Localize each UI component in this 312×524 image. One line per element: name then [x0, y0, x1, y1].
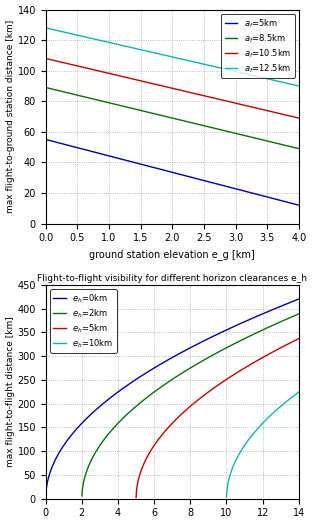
Y-axis label: max flight-to-ground station distance [km]: max flight-to-ground station distance [k… — [6, 20, 15, 213]
$e_h$=2km — [167, 378, 171, 385]
$a_f$=10.5km — [291, 114, 295, 120]
$a_f$=5km — [291, 201, 295, 207]
$a_f$=10.5km — [164, 84, 168, 90]
$a_f$=5km — [297, 202, 301, 209]
$e_h$=2km — [290, 314, 293, 320]
$a_f$=12.5km — [194, 59, 198, 66]
$e_h$=0km — [290, 299, 293, 305]
$e_h$=5km — [167, 424, 171, 430]
$e_h$=0km — [290, 299, 293, 305]
Y-axis label: max flight-to-flight distance [km]: max flight-to-flight distance [km] — [6, 316, 15, 467]
$a_f$=8.5km — [166, 114, 169, 120]
$e_h$=5km — [290, 339, 293, 345]
$a_f$=12.5km — [291, 81, 295, 88]
$a_f$=8.5km — [164, 113, 168, 119]
Line: $a_f$=10.5km: $a_f$=10.5km — [46, 59, 299, 118]
$a_f$=10.5km — [194, 91, 198, 97]
$e_h$=10km — [297, 389, 301, 395]
$a_f$=10.5km — [297, 115, 301, 121]
X-axis label: ground station elevation e_g [km]: ground station elevation e_g [km] — [89, 249, 255, 260]
Line: $a_f$=5km: $a_f$=5km — [46, 139, 299, 205]
Line: $e_h$=0km: $e_h$=0km — [46, 299, 299, 499]
$e_h$=2km — [160, 383, 164, 389]
$e_h$=10km — [290, 395, 293, 401]
$a_f$=8.5km — [251, 135, 255, 141]
$a_f$=5km — [194, 176, 198, 182]
$a_f$=10.5km — [251, 104, 255, 111]
$e_h$=5km — [160, 432, 164, 438]
Line: $e_h$=5km: $e_h$=5km — [136, 339, 299, 497]
$e_h$=10km — [243, 442, 247, 448]
$a_f$=5km — [44, 136, 47, 143]
Title: Flight-to-flight visibility for different horizon clearances e_h: Flight-to-flight visibility for differen… — [37, 274, 307, 282]
$a_f$=5km — [164, 168, 168, 174]
$e_h$=10km — [290, 395, 293, 401]
$e_h$=0km — [243, 319, 247, 325]
$e_h$=0km — [167, 356, 171, 363]
$a_f$=8.5km — [194, 121, 198, 127]
$a_f$=8.5km — [44, 84, 47, 91]
$a_f$=5km — [251, 190, 255, 196]
$a_f$=12.5km — [164, 52, 168, 59]
$e_h$=0km — [297, 296, 301, 302]
$e_h$=5km — [290, 339, 293, 345]
$e_h$=0km — [160, 360, 164, 366]
$a_f$=8.5km — [297, 146, 301, 152]
$e_h$=0km — [44, 496, 47, 502]
Line: $a_f$=8.5km: $a_f$=8.5km — [46, 88, 299, 149]
$a_f$=10.5km — [181, 88, 184, 94]
Line: $e_h$=10km: $e_h$=10km — [227, 392, 299, 497]
$e_h$=2km — [290, 314, 293, 320]
Line: $e_h$=2km: $e_h$=2km — [82, 314, 299, 496]
$a_f$=12.5km — [251, 72, 255, 79]
$a_f$=10.5km — [44, 56, 47, 62]
Legend: $e_h$=0km, $e_h$=2km, $e_h$=5km, $e_h$=10km: $e_h$=0km, $e_h$=2km, $e_h$=5km, $e_h$=1… — [50, 289, 117, 353]
$a_f$=8.5km — [291, 144, 295, 150]
Line: $a_f$=12.5km: $a_f$=12.5km — [46, 28, 299, 86]
$a_f$=5km — [166, 168, 169, 174]
$a_f$=12.5km — [297, 83, 301, 89]
$a_f$=5km — [181, 172, 184, 178]
$a_f$=8.5km — [181, 117, 184, 124]
$a_f$=12.5km — [181, 56, 184, 62]
$e_h$=2km — [297, 311, 301, 317]
$e_h$=5km — [297, 335, 301, 342]
Legend: $a_f$=5km, $a_f$=8.5km, $a_f$=10.5km, $a_f$=12.5km: $a_f$=5km, $a_f$=8.5km, $a_f$=10.5km, $a… — [222, 14, 295, 78]
$a_f$=12.5km — [44, 25, 47, 31]
$e_h$=2km — [243, 335, 247, 342]
$a_f$=10.5km — [166, 84, 169, 90]
$e_h$=5km — [243, 365, 247, 371]
$e_h$=0km — [57, 451, 61, 457]
$a_f$=12.5km — [166, 53, 169, 59]
